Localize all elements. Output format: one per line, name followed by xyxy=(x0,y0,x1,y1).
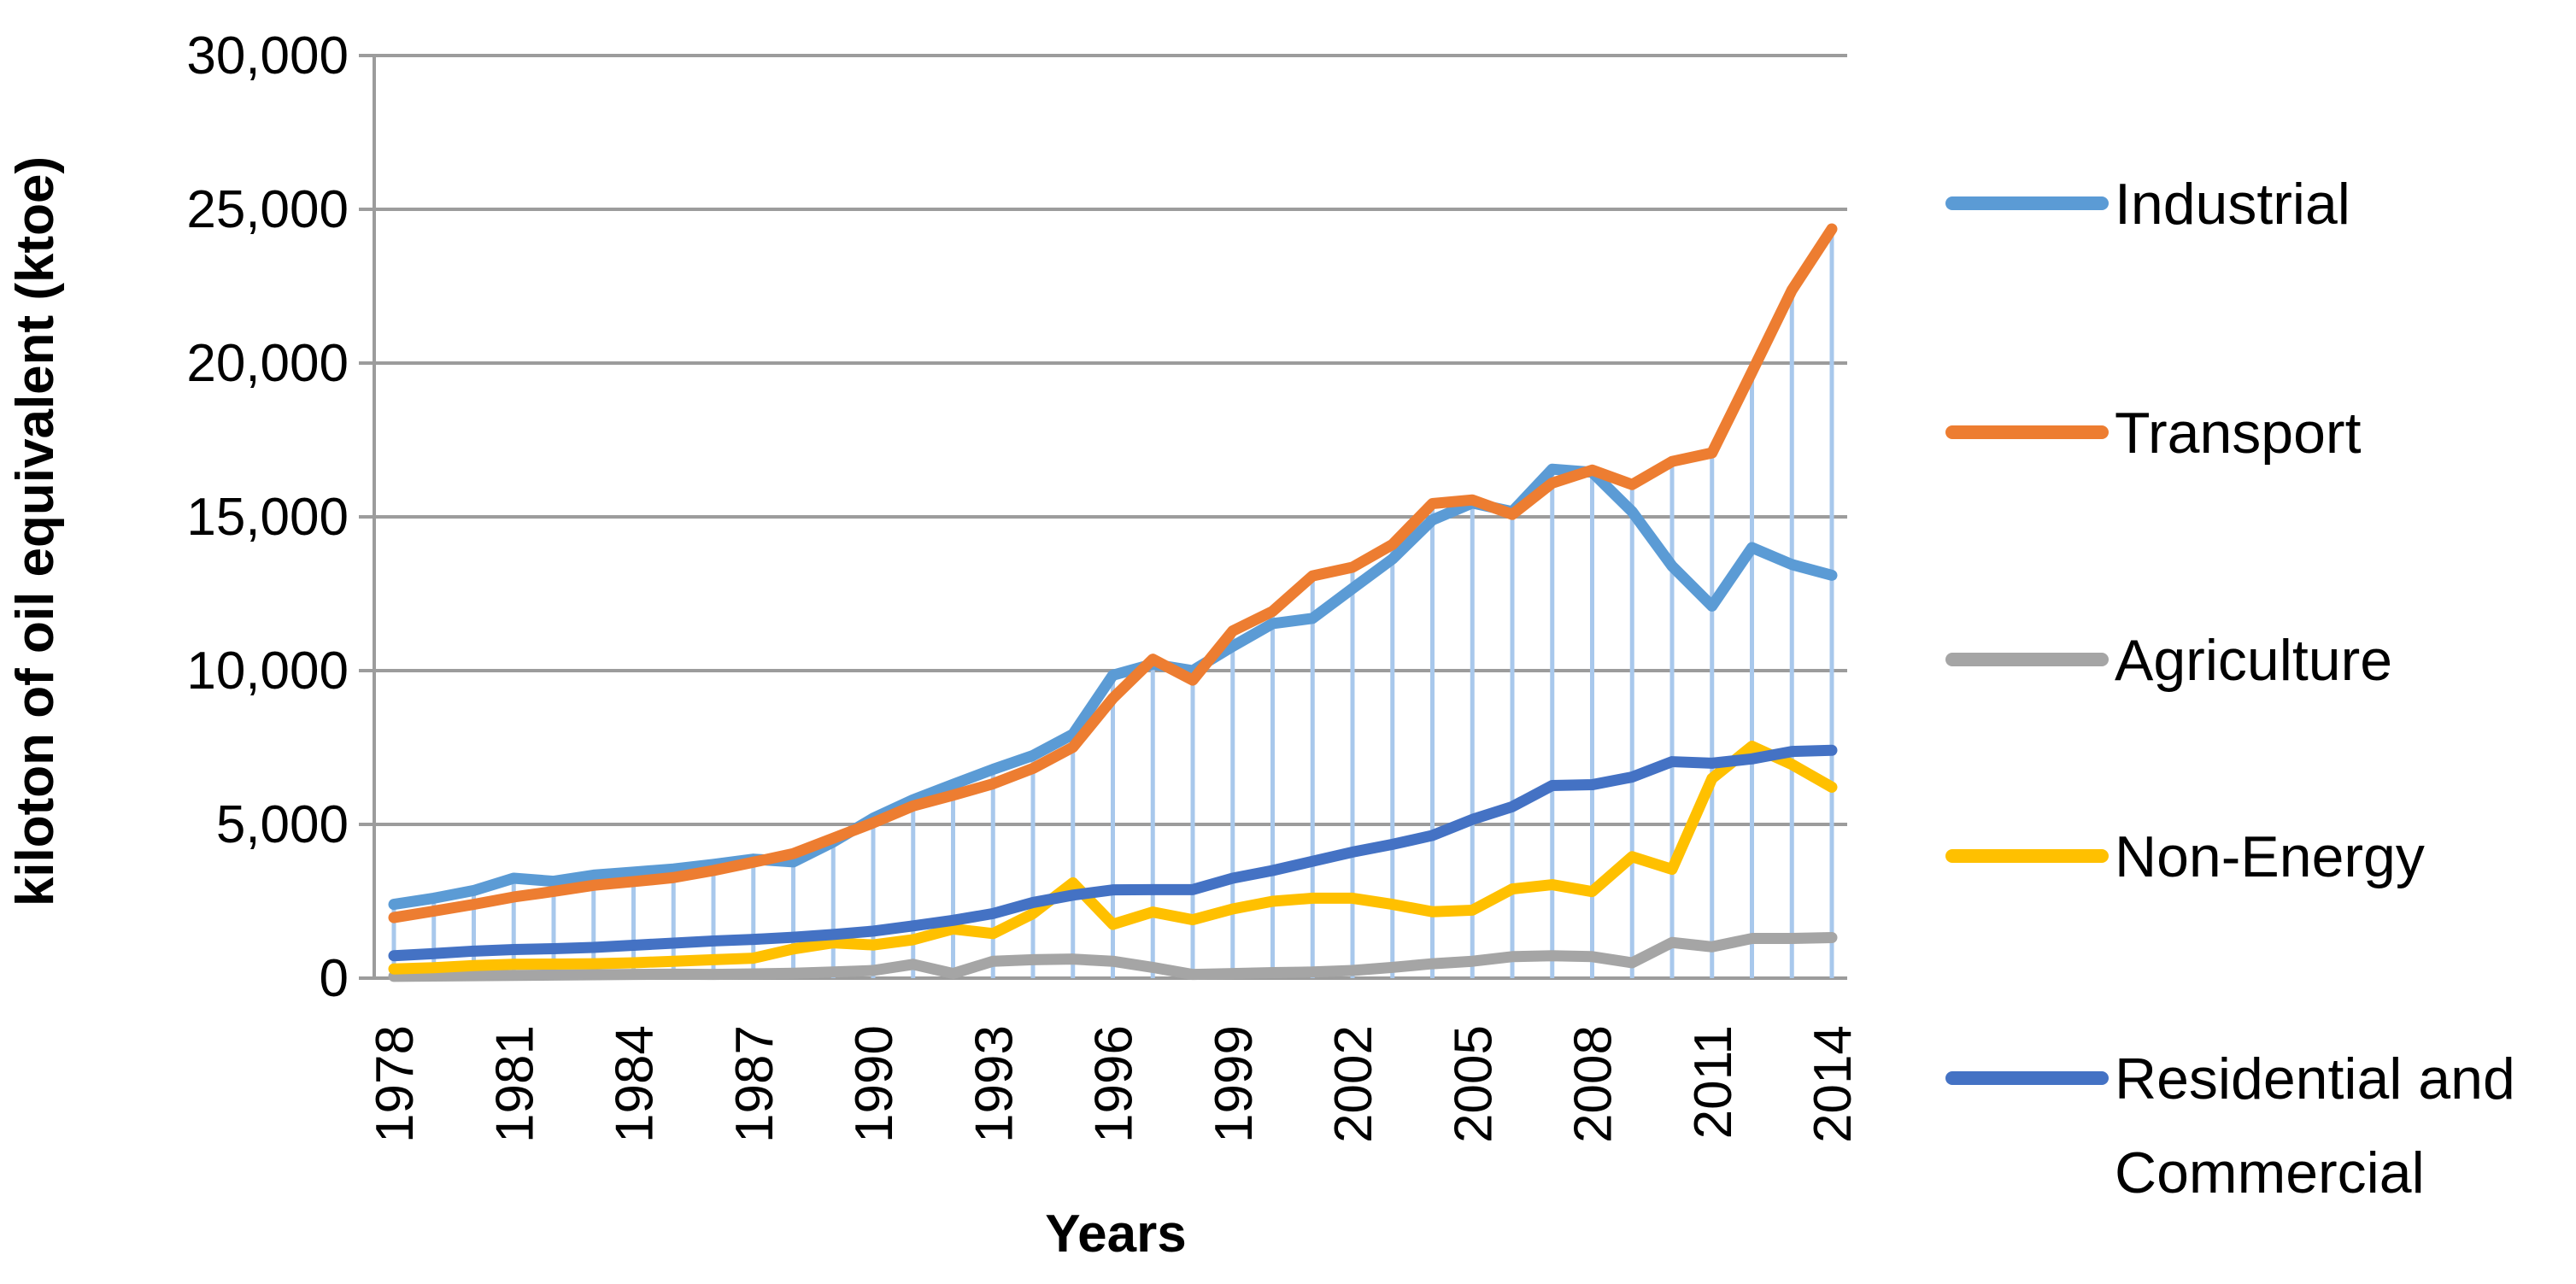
series-line-residential-and-commercial xyxy=(388,744,1838,962)
x-tick-label: 1999 xyxy=(1205,1025,1264,1143)
legend-label: Agriculture xyxy=(2115,628,2392,693)
chart-legend: Industrial Transport Agriculture Non-Energy… xyxy=(1945,172,2515,1205)
legend-label: Transport xyxy=(2115,401,2362,466)
legend-item-transport: Transport xyxy=(1945,401,2362,466)
series-line-agriculture xyxy=(388,931,1838,982)
legend-item-agriculture: Agriculture xyxy=(1945,628,2392,693)
y-axis-title: kiloton of oil equivalent (ktoe) xyxy=(6,156,65,906)
y-axis-tick-labels: 30,000 25,000 20,000 15,000 10,000 5,000 0 xyxy=(186,26,349,1008)
y-tick-label: 0 xyxy=(320,949,349,1008)
series-lines xyxy=(388,223,1838,982)
y-tick-label: 15,000 xyxy=(186,488,349,547)
x-tick-label: 1993 xyxy=(965,1025,1024,1143)
x-tick-label: 2014 xyxy=(1804,1025,1863,1143)
legend-label: Industrial xyxy=(2115,172,2350,237)
legend-item-industrial: Industrial xyxy=(1945,172,2350,237)
x-tick-label: 1990 xyxy=(845,1025,904,1143)
legend-label: Residential and xyxy=(2115,1047,2515,1111)
x-tick-label: 1984 xyxy=(606,1025,665,1143)
x-tick-label: 2011 xyxy=(1684,1025,1743,1139)
x-axis-title: Years xyxy=(1045,1205,1187,1263)
series-line-non-energy xyxy=(388,741,1838,975)
y-tick-label: 30,000 xyxy=(186,26,349,85)
legend-label: Commercial xyxy=(2115,1140,2425,1205)
y-tick-label: 20,000 xyxy=(186,334,349,393)
x-tick-label: 1978 xyxy=(366,1025,425,1143)
y-tick-label: 5,000 xyxy=(216,795,349,854)
y-tick-label: 10,000 xyxy=(186,642,349,701)
x-tick-label: 1996 xyxy=(1085,1025,1144,1143)
x-tick-label: 1987 xyxy=(725,1025,784,1143)
x-axis-tick-labels: 1978 1981 1984 1987 1990 1993 1996 1999 2002 2005… xyxy=(366,1025,1863,1143)
series-line-transport xyxy=(388,223,1838,923)
x-tick-label: 2008 xyxy=(1564,1025,1623,1143)
legend-label: Non-Energy xyxy=(2115,824,2425,889)
x-tick-label: 1981 xyxy=(485,1025,544,1143)
legend-item-non-energy: Non-Energy xyxy=(1945,824,2425,889)
legend-item-residential-and-commercial: Residential and Commercial xyxy=(1945,1047,2515,1205)
y-tick-label: 25,000 xyxy=(186,180,349,239)
x-tick-label: 2002 xyxy=(1324,1025,1383,1143)
x-tick-label: 2005 xyxy=(1444,1025,1503,1143)
